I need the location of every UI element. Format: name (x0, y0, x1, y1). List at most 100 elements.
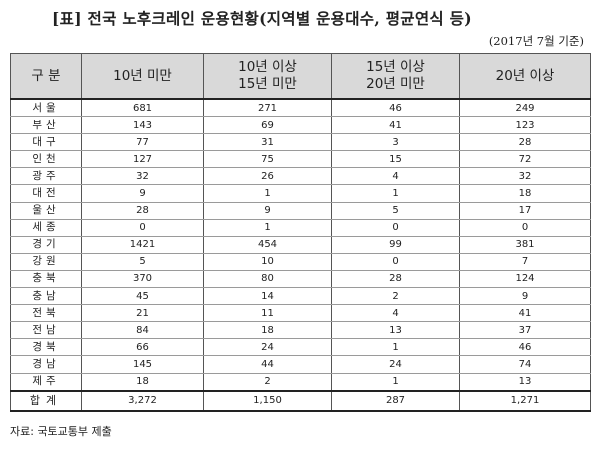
header-under-10: 10년 미만 (81, 53, 204, 100)
cell-15-to-20: 4 (331, 167, 460, 186)
cell-10-to-15: 18 (203, 321, 332, 340)
cell-15-to-20: 0 (331, 253, 460, 271)
cell-10-to-15: 11 (203, 304, 332, 323)
cell-region: 인천 (10, 150, 82, 169)
table-title: [표] 전국 노후크레인 운용현황(지역별 운용대수, 평균연식 등) (52, 9, 472, 28)
header-row: 구 분 10년 미만 10년 이상 15년 미만 15년 이상 20년 미만 2… (10, 53, 591, 100)
cell-over-20: 37 (459, 321, 591, 340)
cell-10-to-15: 271 (203, 99, 332, 118)
total-over-20: 1,271 (459, 389, 591, 412)
table-row: 대구 77 31 3 28 (10, 133, 591, 152)
table-row: 인천 127 75 15 72 (10, 150, 591, 169)
cell-10-to-15: 1 (203, 184, 332, 203)
cell-15-to-20: 1 (331, 338, 460, 357)
cell-under-10: 0 (81, 219, 204, 237)
table-row: 충남 45 14 2 9 (10, 287, 591, 306)
cell-15-to-20: 2 (331, 287, 460, 306)
cell-15-to-20: 15 (331, 150, 460, 169)
cell-under-10: 145 (81, 355, 204, 374)
cell-10-to-15: 26 (203, 167, 332, 186)
cell-over-20: 13 (459, 373, 591, 392)
crane-status-table: 구 분 10년 미만 10년 이상 15년 미만 15년 이상 20년 미만 2… (10, 53, 591, 412)
cell-region: 울산 (10, 202, 82, 220)
cell-10-to-15: 9 (203, 202, 332, 220)
cell-under-10: 28 (81, 202, 204, 220)
cell-15-to-20: 46 (331, 99, 460, 118)
header-category: 구 분 (10, 53, 82, 100)
cell-10-to-15: 31 (203, 133, 332, 152)
cell-region: 전북 (10, 304, 82, 323)
cell-10-to-15: 75 (203, 150, 332, 169)
cell-over-20: 46 (459, 338, 591, 357)
cell-over-20: 0 (459, 219, 591, 237)
table-row: 울산 28 9 5 17 (10, 202, 591, 220)
cell-over-20: 32 (459, 167, 591, 186)
cell-15-to-20: 3 (331, 133, 460, 152)
header-over-20: 20년 이상 (459, 53, 591, 100)
cell-under-10: 21 (81, 304, 204, 323)
cell-under-10: 681 (81, 99, 204, 118)
table-row: 광주 32 26 4 32 (10, 167, 591, 186)
cell-10-to-15: 1 (203, 219, 332, 237)
cell-under-10: 84 (81, 321, 204, 340)
total-row: 합계 3,272 1,150 287 1,271 (10, 389, 591, 412)
cell-10-to-15: 44 (203, 355, 332, 374)
cell-under-10: 66 (81, 338, 204, 357)
table-row: 경기 1421 454 99 381 (10, 236, 591, 254)
cell-under-10: 1421 (81, 236, 204, 254)
cell-under-10: 45 (81, 287, 204, 306)
table-row: 전북 21 11 4 41 (10, 304, 591, 323)
table-row: 서울 681 271 46 249 (10, 99, 591, 118)
cell-10-to-15: 454 (203, 236, 332, 254)
cell-over-20: 381 (459, 236, 591, 254)
cell-over-20: 28 (459, 133, 591, 152)
cell-10-to-15: 69 (203, 116, 332, 135)
cell-15-to-20: 28 (331, 270, 460, 289)
cell-region: 경기 (10, 236, 82, 254)
header-10-to-15: 10년 이상 15년 미만 (203, 53, 332, 100)
cell-over-20: 9 (459, 287, 591, 306)
cell-15-to-20: 1 (331, 373, 460, 392)
cell-15-to-20: 13 (331, 321, 460, 340)
total-region: 합계 (10, 389, 82, 412)
cell-under-10: 9 (81, 184, 204, 203)
cell-region: 부산 (10, 116, 82, 135)
cell-region: 서울 (10, 99, 82, 118)
cell-15-to-20: 41 (331, 116, 460, 135)
cell-over-20: 41 (459, 304, 591, 323)
table-row: 부산 143 69 41 123 (10, 116, 591, 135)
cell-over-20: 249 (459, 99, 591, 118)
table-row: 충북 370 80 28 124 (10, 270, 591, 289)
cell-region: 충남 (10, 287, 82, 306)
cell-over-20: 18 (459, 184, 591, 203)
cell-10-to-15: 24 (203, 338, 332, 357)
cell-15-to-20: 5 (331, 202, 460, 220)
cell-region: 세종 (10, 219, 82, 237)
cell-under-10: 5 (81, 253, 204, 271)
cell-over-20: 123 (459, 116, 591, 135)
total-10-to-15: 1,150 (203, 389, 332, 412)
cell-under-10: 32 (81, 167, 204, 186)
table-row: 제주 18 2 1 13 (10, 373, 591, 392)
total-15-to-20: 287 (331, 389, 460, 412)
header-15-to-20: 15년 이상 20년 미만 (331, 53, 460, 100)
cell-under-10: 143 (81, 116, 204, 135)
cell-under-10: 77 (81, 133, 204, 152)
cell-15-to-20: 24 (331, 355, 460, 374)
cell-15-to-20: 4 (331, 304, 460, 323)
cell-10-to-15: 14 (203, 287, 332, 306)
table-row: 경남 145 44 24 74 (10, 355, 591, 374)
cell-10-to-15: 10 (203, 253, 332, 271)
cell-over-20: 124 (459, 270, 591, 289)
table-row: 세종 0 1 0 0 (10, 219, 591, 237)
cell-over-20: 7 (459, 253, 591, 271)
cell-15-to-20: 0 (331, 219, 460, 237)
table-row: 강원 5 10 0 7 (10, 253, 591, 271)
cell-region: 제주 (10, 373, 82, 392)
cell-under-10: 18 (81, 373, 204, 392)
table-row: 전남 84 18 13 37 (10, 321, 591, 340)
cell-under-10: 370 (81, 270, 204, 289)
cell-region: 광주 (10, 167, 82, 186)
source-note: 자료: 국토교통부 제출 (10, 425, 112, 438)
cell-region: 경남 (10, 355, 82, 374)
